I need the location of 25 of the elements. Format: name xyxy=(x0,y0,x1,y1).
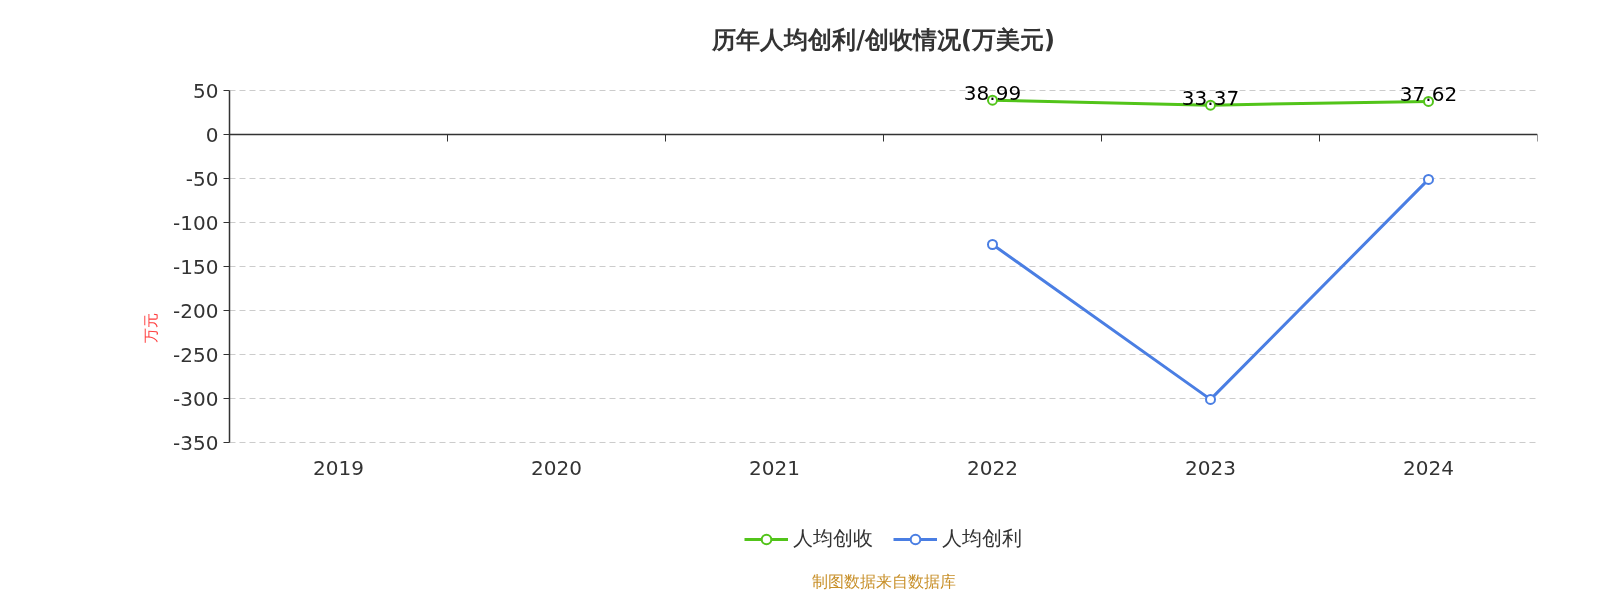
y-tick-label: -100 xyxy=(173,210,219,235)
text: 制图数据来自数据库 xyxy=(811,571,956,591)
x-tick-label: 2022 xyxy=(967,455,1018,480)
point xyxy=(1205,393,1216,405)
point xyxy=(987,239,998,250)
legend-label: 人均创收 xyxy=(793,525,873,552)
y-tick-label: 0 xyxy=(205,122,219,147)
data-label: 38.99 xyxy=(963,81,1022,106)
x-tick-label: 2021 xyxy=(749,455,800,480)
x-tick-label: 2020 xyxy=(531,455,582,480)
y-axis-title: 万元 xyxy=(142,312,161,343)
y-tick-label: -300 xyxy=(173,386,219,411)
chart-title: 历年人均创利/创收情况(万美元) xyxy=(711,25,1055,54)
data-label: 37.62 xyxy=(1399,82,1458,107)
y-tick-label: -200 xyxy=(173,298,219,323)
x-tick-label: 2023 xyxy=(1185,455,1236,480)
y-tick-label: -250 xyxy=(173,342,219,367)
point xyxy=(1423,173,1434,185)
y-tick-label: 50 xyxy=(193,78,219,103)
x-tick-label: 2019 xyxy=(313,455,364,480)
x-tick-label: 2024 xyxy=(1403,455,1454,480)
y-tick-label: -50 xyxy=(185,166,219,191)
legend-label: 人均创利 xyxy=(942,525,1022,552)
y-tick-label: -150 xyxy=(173,254,219,279)
y-tick-label: -350 xyxy=(173,430,219,455)
